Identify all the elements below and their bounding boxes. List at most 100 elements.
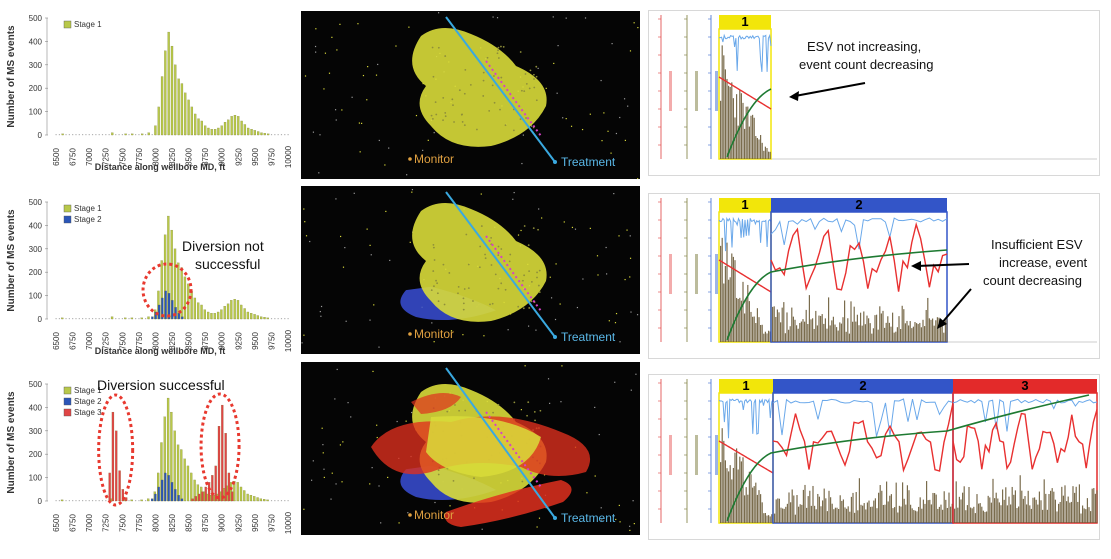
event-count-bar xyxy=(728,279,730,342)
stage3-cloud-lower xyxy=(445,480,572,527)
legend-label: Stage 2 xyxy=(74,215,102,224)
event-speck xyxy=(331,36,333,38)
x-tick-label: 10000 xyxy=(284,511,293,534)
event-count-bar xyxy=(913,510,915,523)
cloud-texture xyxy=(452,480,455,482)
event-count-bar xyxy=(763,150,765,159)
event-count-bar xyxy=(828,297,830,342)
event-count-bar xyxy=(745,106,747,159)
cloud-texture xyxy=(463,288,466,290)
event-speck xyxy=(358,122,360,124)
x-tick-label: 7250 xyxy=(102,514,111,532)
event-speck xyxy=(409,241,411,243)
highlight-circle xyxy=(97,393,135,507)
event-speck xyxy=(598,433,600,436)
event-speck xyxy=(582,278,584,280)
event-count-bar xyxy=(1059,501,1061,523)
event-speck xyxy=(565,17,567,19)
y-tick-label: 100 xyxy=(29,108,43,117)
event-count-bar xyxy=(761,502,763,523)
event-count-bar xyxy=(1050,490,1052,523)
x-tick-label: 9750 xyxy=(267,148,276,166)
event-speck xyxy=(347,402,349,404)
event-count-bar xyxy=(906,320,908,342)
x-tick-label: 9750 xyxy=(267,332,276,350)
baseline-dot xyxy=(138,134,140,136)
event-count-bar xyxy=(1035,499,1037,523)
bar xyxy=(220,125,223,136)
cloud-texture xyxy=(478,266,481,269)
bar xyxy=(256,315,259,320)
bar xyxy=(154,493,157,502)
event-count-bar xyxy=(782,508,784,523)
event-count-bar xyxy=(1021,490,1023,523)
baseline-dot xyxy=(95,500,97,502)
bar xyxy=(246,493,249,502)
event-count-bar xyxy=(855,321,857,342)
event-speck xyxy=(520,229,522,232)
bar xyxy=(240,120,243,136)
event-speck xyxy=(408,26,410,28)
event-count-bar xyxy=(1088,507,1090,523)
bar xyxy=(181,316,184,320)
event-count-bar xyxy=(766,333,768,342)
event-count-bar xyxy=(885,322,887,342)
event-count-bar xyxy=(872,328,874,342)
event-speck xyxy=(545,87,547,89)
event-count-bar xyxy=(909,321,911,342)
baseline-dot xyxy=(72,500,74,502)
event-speck xyxy=(439,156,441,158)
event-count-bar xyxy=(877,329,879,342)
cloud-texture xyxy=(454,404,456,406)
event-count-bar xyxy=(929,499,931,523)
event-speck xyxy=(427,139,429,141)
event-speck xyxy=(449,505,451,507)
event-count-bar xyxy=(884,504,886,523)
cloud-texture xyxy=(539,409,542,412)
x-tick-label: 7750 xyxy=(135,514,144,532)
event-count-bar xyxy=(737,125,739,159)
event-count-bar xyxy=(935,320,937,342)
cloud-texture xyxy=(523,90,526,92)
event-count-bar xyxy=(729,277,731,342)
event-count-bar xyxy=(1072,486,1074,523)
annotation-arrow xyxy=(794,82,866,97)
legend-label: Stage 1 xyxy=(74,20,102,29)
event-speck xyxy=(389,259,391,262)
event-speck xyxy=(589,227,591,229)
event-count-bar xyxy=(853,306,855,342)
event-speck xyxy=(538,517,541,519)
event-count-bar xyxy=(1090,511,1092,523)
baseline-dot xyxy=(144,134,147,136)
baseline-dot xyxy=(115,134,117,136)
event-speck xyxy=(303,208,305,210)
event-count-bar xyxy=(971,508,973,523)
cloud-texture xyxy=(444,112,447,114)
baseline-dot xyxy=(277,500,279,502)
axis-title-red xyxy=(669,254,672,294)
baseline-dot xyxy=(91,134,94,136)
event-count-bar xyxy=(728,85,730,159)
bar xyxy=(243,124,247,136)
event-count-bar xyxy=(906,485,908,523)
cloud-texture xyxy=(491,84,494,87)
event-speck xyxy=(314,45,317,48)
event-count-bar xyxy=(1058,503,1060,523)
bar xyxy=(197,302,200,320)
event-count-bar xyxy=(823,488,825,523)
event-count-bar xyxy=(938,317,940,342)
baseline-dot xyxy=(144,318,147,320)
y-axis-label: Number of MS events xyxy=(6,25,17,128)
bar xyxy=(140,317,143,320)
bar xyxy=(164,472,167,502)
event-count-bar xyxy=(863,503,865,523)
event-speck xyxy=(547,378,550,380)
event-speck xyxy=(375,74,378,76)
event-speck xyxy=(378,346,380,348)
event-count-bar xyxy=(841,500,843,523)
event-count-bar xyxy=(1029,505,1031,523)
event-count-bar xyxy=(898,316,900,342)
event-count-bar xyxy=(826,328,828,342)
baseline-dot xyxy=(95,318,97,320)
event-count-bar xyxy=(1064,485,1066,523)
